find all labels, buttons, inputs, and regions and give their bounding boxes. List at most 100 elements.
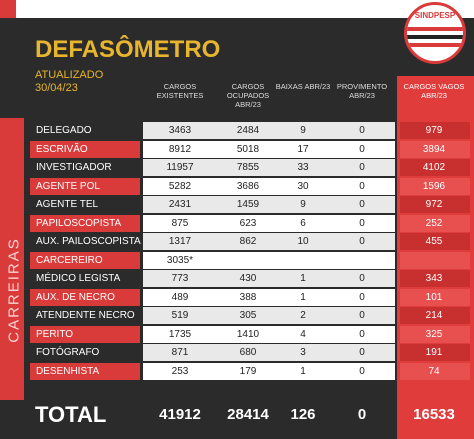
logo-stripe: [407, 35, 463, 39]
cell: 2484: [236, 125, 260, 136]
cell: 5282: [168, 180, 192, 192]
row-label: DESENHISTA: [36, 365, 100, 377]
row-label-bg: [30, 307, 140, 324]
row-vagos-bg: [400, 307, 470, 324]
row-values-bg: [143, 159, 395, 176]
row-label: PAPILOSCOPISTA: [36, 217, 122, 229]
row-vagos-bg: [400, 270, 470, 287]
column-header: CARGOS EXISTENTES: [156, 82, 204, 100]
cell: 33: [297, 162, 309, 173]
cell: 680: [239, 347, 257, 358]
cell: 0: [359, 310, 365, 321]
cell: 2431: [168, 199, 192, 210]
row-label-bg: [30, 325, 140, 343]
total-cell: 41912: [159, 406, 201, 423]
logo-stripe: [407, 43, 463, 47]
total-cell: 28414: [227, 406, 269, 423]
cell: 0: [359, 125, 365, 136]
row-label-bg: [30, 233, 140, 250]
row-vagos-bg: [400, 233, 470, 250]
cell: 972: [425, 199, 443, 210]
row-values-bg: [143, 288, 395, 306]
row-vagos-bg: [400, 196, 470, 213]
row-values-bg: [143, 214, 395, 232]
logo: SINDPESP: [404, 2, 466, 64]
cell: 3035*: [166, 254, 194, 266]
cell: 3: [300, 347, 306, 358]
cell: 9: [300, 125, 306, 136]
logo-text: SINDPESP: [414, 11, 456, 20]
cell: 325: [425, 328, 443, 340]
cell: 11957: [166, 162, 194, 173]
cell: 17: [297, 143, 309, 155]
total-cell: 16533: [413, 406, 455, 423]
total-cell: 0: [357, 406, 367, 423]
row-vagos-bg: [400, 362, 470, 380]
row-values-bg: [143, 344, 395, 361]
row-label-bg: [30, 196, 140, 213]
row-vagos-bg: [400, 177, 470, 195]
cell: 9: [300, 199, 306, 210]
cell: 1459: [236, 199, 260, 210]
row-label: INVESTIGADOR: [36, 162, 112, 173]
cell: 1735: [168, 328, 192, 340]
title: DEFASÔMETRO: [35, 36, 221, 63]
top-strip: [0, 0, 474, 18]
row-label-bg: [30, 177, 140, 195]
cell: 1596: [422, 180, 446, 192]
side-bar: [0, 118, 24, 400]
logo-stripe: [407, 27, 463, 31]
row-label: MÉDICO LEGISTA: [36, 273, 121, 284]
cell: 3463: [168, 125, 192, 136]
cell: 979: [425, 125, 443, 136]
row-values-bg: [143, 362, 395, 380]
row-vagos-bg: [400, 214, 470, 232]
row-label: AGENTE TEL: [36, 199, 99, 210]
cell: 0: [359, 273, 365, 284]
row-values-bg: [143, 177, 395, 195]
cell: 191: [425, 347, 443, 358]
row-values-bg: [143, 196, 395, 213]
cell: 305: [239, 310, 257, 321]
row-label-bg: [30, 140, 140, 158]
row-label-bg: [30, 344, 140, 361]
row-vagos-bg: [400, 140, 470, 158]
cell: 253: [171, 365, 189, 377]
cell: 179: [239, 365, 257, 377]
cell: 1: [300, 273, 306, 284]
row-values-bg: [143, 270, 395, 287]
cell: 430: [239, 273, 257, 284]
cell: 489: [171, 291, 189, 303]
cell: 1410: [236, 328, 260, 340]
row-values-bg: [143, 122, 395, 139]
total-cell: 126: [290, 406, 316, 423]
cell: 773: [171, 273, 189, 284]
row-label-bg: [30, 362, 140, 380]
row-label: DELEGADO: [36, 125, 92, 136]
row-vagos-bg: [400, 288, 470, 306]
cell: 1317: [168, 236, 192, 247]
cell: 30: [297, 180, 309, 192]
cell: 214: [425, 310, 443, 321]
cell: 0: [359, 328, 365, 340]
cell: 519: [171, 310, 189, 321]
top-accent: [0, 0, 16, 18]
cell: 10: [297, 236, 309, 247]
row-label: AUX. DE NECRO: [36, 291, 115, 303]
row-label: AGENTE POL: [36, 180, 100, 192]
row-label: PERITO: [36, 328, 74, 340]
row-label-bg: [30, 251, 140, 269]
side-label: CARREIRAS: [5, 237, 23, 343]
cell: 343: [425, 273, 443, 284]
cell: 5018: [236, 143, 260, 155]
total-label: TOTAL: [35, 402, 107, 427]
row-label-bg: [30, 270, 140, 287]
cell: 74: [428, 365, 440, 377]
cell: 6: [300, 217, 306, 229]
row-vagos-bg: [400, 251, 470, 269]
cell: 3686: [236, 180, 260, 192]
row-values-bg: [143, 325, 395, 343]
cell: 0: [359, 162, 365, 173]
cell: 7855: [236, 162, 260, 173]
row-label: AUX. PAILOSCOPISTA: [36, 236, 141, 247]
